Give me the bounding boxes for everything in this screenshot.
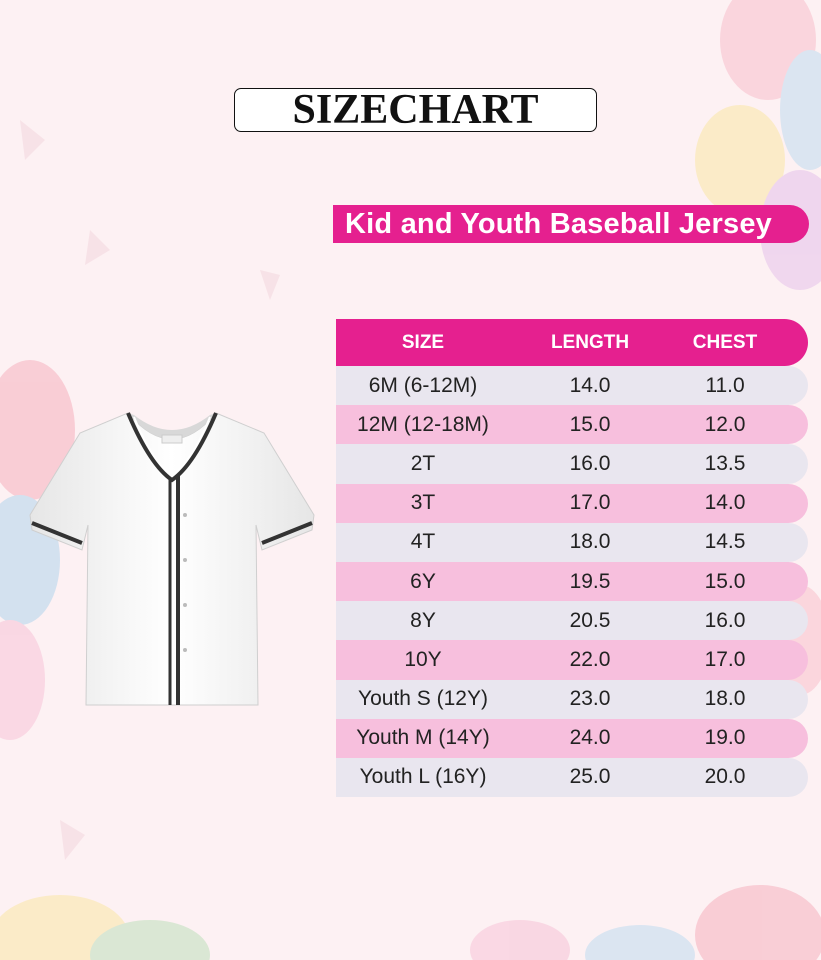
table-row: 3T 17.0 14.0 <box>336 483 808 523</box>
cell-size: Youth S (12Y) <box>358 687 488 711</box>
cell-size: 3T <box>410 491 436 515</box>
cell-length: 14.0 <box>569 373 611 397</box>
product-subtitle: Kid and Youth Baseball Jersey <box>333 205 809 243</box>
cell-length: 16.0 <box>569 451 611 475</box>
cell-length: 25.0 <box>569 765 611 789</box>
size-table: SIZE LENGTH CHEST 6M (6-12M) 14.0 11.0 1… <box>336 319 808 798</box>
table-row: 6M (6-12M) 14.0 11.0 <box>336 366 808 406</box>
cell-length: 24.0 <box>569 726 611 750</box>
cell-length: 23.0 <box>569 687 611 711</box>
cell-length: 20.5 <box>569 608 611 632</box>
cell-size: 2T <box>410 451 436 475</box>
cell-length: 18.0 <box>569 530 611 554</box>
cell-size: Youth L (16Y) <box>359 765 487 789</box>
header-length: LENGTH <box>550 331 630 353</box>
cell-chest: 12.0 <box>704 412 746 436</box>
cell-length: 19.5 <box>569 569 611 593</box>
baseball-jersey-icon <box>29 412 315 706</box>
cell-chest: 18.0 <box>704 687 746 711</box>
header-size: SIZE <box>401 331 445 353</box>
cell-size: Youth M (14Y) <box>356 726 490 750</box>
table-header: SIZE LENGTH CHEST <box>336 319 808 366</box>
page-title: SIZECHART <box>234 87 597 133</box>
cell-size: 10Y <box>404 647 442 671</box>
cell-length: 22.0 <box>569 647 611 671</box>
table-row: 10Y 22.0 17.0 <box>336 640 808 680</box>
table-row: Youth M (14Y) 24.0 19.0 <box>336 718 808 758</box>
table-row: Youth S (12Y) 23.0 18.0 <box>336 679 808 719</box>
cell-chest: 13.5 <box>704 451 746 475</box>
header-chest: CHEST <box>692 331 758 353</box>
cell-chest: 17.0 <box>704 647 746 671</box>
cell-length: 15.0 <box>569 412 611 436</box>
table-row: 8Y 20.5 16.0 <box>336 601 808 641</box>
table-row: 2T 16.0 13.5 <box>336 444 808 484</box>
cell-chest: 11.0 <box>705 373 745 397</box>
table-row: 4T 18.0 14.5 <box>336 522 808 562</box>
cell-chest: 20.0 <box>704 765 746 789</box>
table-row: 12M (12-18M) 15.0 12.0 <box>336 405 808 445</box>
cell-chest: 14.0 <box>704 491 746 515</box>
cell-length: 17.0 <box>569 491 611 515</box>
cell-chest: 19.0 <box>704 726 746 750</box>
cell-size: 6M (6-12M) <box>368 373 478 397</box>
cell-size: 6Y <box>410 569 436 593</box>
table-row: Youth L (16Y) 25.0 20.0 <box>336 757 808 798</box>
table-row: 6Y 19.5 15.0 <box>336 561 808 602</box>
cell-chest: 14.5 <box>704 530 746 554</box>
cell-chest: 16.0 <box>704 608 746 632</box>
subtitle-text: Kid and Youth Baseball Jersey <box>345 207 772 240</box>
cell-size: 12M (12-18M) <box>357 412 489 436</box>
cell-chest: 15.0 <box>704 569 746 593</box>
cell-size: 4T <box>410 530 436 554</box>
cell-size: 8Y <box>410 608 436 632</box>
